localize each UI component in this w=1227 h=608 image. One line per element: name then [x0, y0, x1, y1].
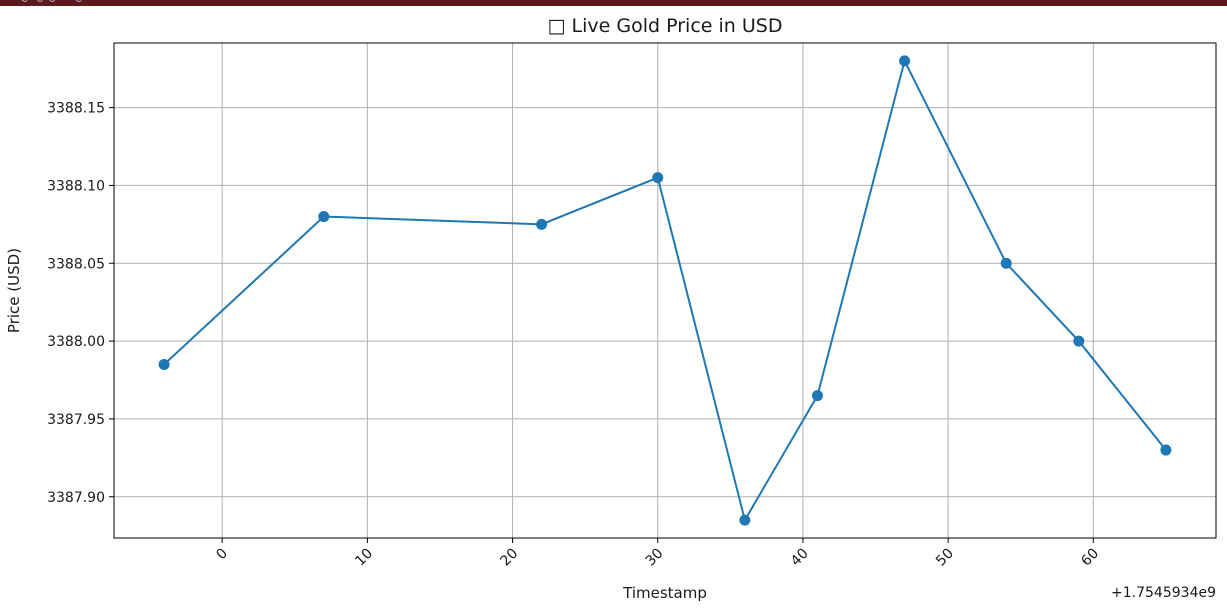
price-point — [158, 358, 170, 370]
price-point — [739, 514, 751, 526]
top-strip: *%-@--@-@---*-@* ·· . — [0, 0, 1227, 6]
y-tick-label: 3387.90 — [47, 490, 105, 506]
top-strip-text: *%-@--@-@---*-@* ·· . — [4, 0, 102, 3]
price-point — [1000, 257, 1012, 269]
series-layer — [158, 55, 1172, 526]
x-tick-label: 50 — [933, 546, 957, 570]
x-tick-label: 20 — [497, 546, 521, 570]
axis-ticks: 0 10 20 30 40 50 60 3387.90 3387.95 3388.00 3388.0… — [47, 101, 1102, 570]
price-point — [1073, 335, 1085, 347]
x-offset-label: +1.7545934e9 — [1111, 585, 1216, 601]
y-tick-label: 3387.95 — [47, 412, 105, 428]
y-tick-label: 3388.15 — [47, 101, 105, 117]
x-tick-label: 0 — [213, 546, 231, 564]
price-point — [811, 390, 823, 402]
x-tick-label: 30 — [643, 546, 667, 570]
x-tick-label: 60 — [1078, 546, 1102, 570]
price-point — [318, 211, 330, 223]
price-line — [163, 58, 1167, 523]
price-point — [899, 55, 911, 67]
price-point — [652, 172, 664, 184]
x-tick-label: 40 — [788, 546, 812, 570]
y-tick-label: 3388.00 — [47, 334, 105, 350]
x-axis-label: Timestamp — [622, 584, 707, 602]
price-point — [1160, 444, 1172, 456]
plot-frame — [113, 42, 1217, 539]
grid-lines — [114, 43, 1216, 538]
y-tick-label: 3388.05 — [47, 256, 105, 272]
y-tick-label: 3388.10 — [47, 178, 105, 194]
x-tick-label: 10 — [352, 546, 376, 570]
y-axis-label: Price (USD) — [5, 248, 23, 333]
chart-title: □ Live Gold Price in USD — [548, 15, 783, 37]
price-point — [536, 218, 548, 230]
